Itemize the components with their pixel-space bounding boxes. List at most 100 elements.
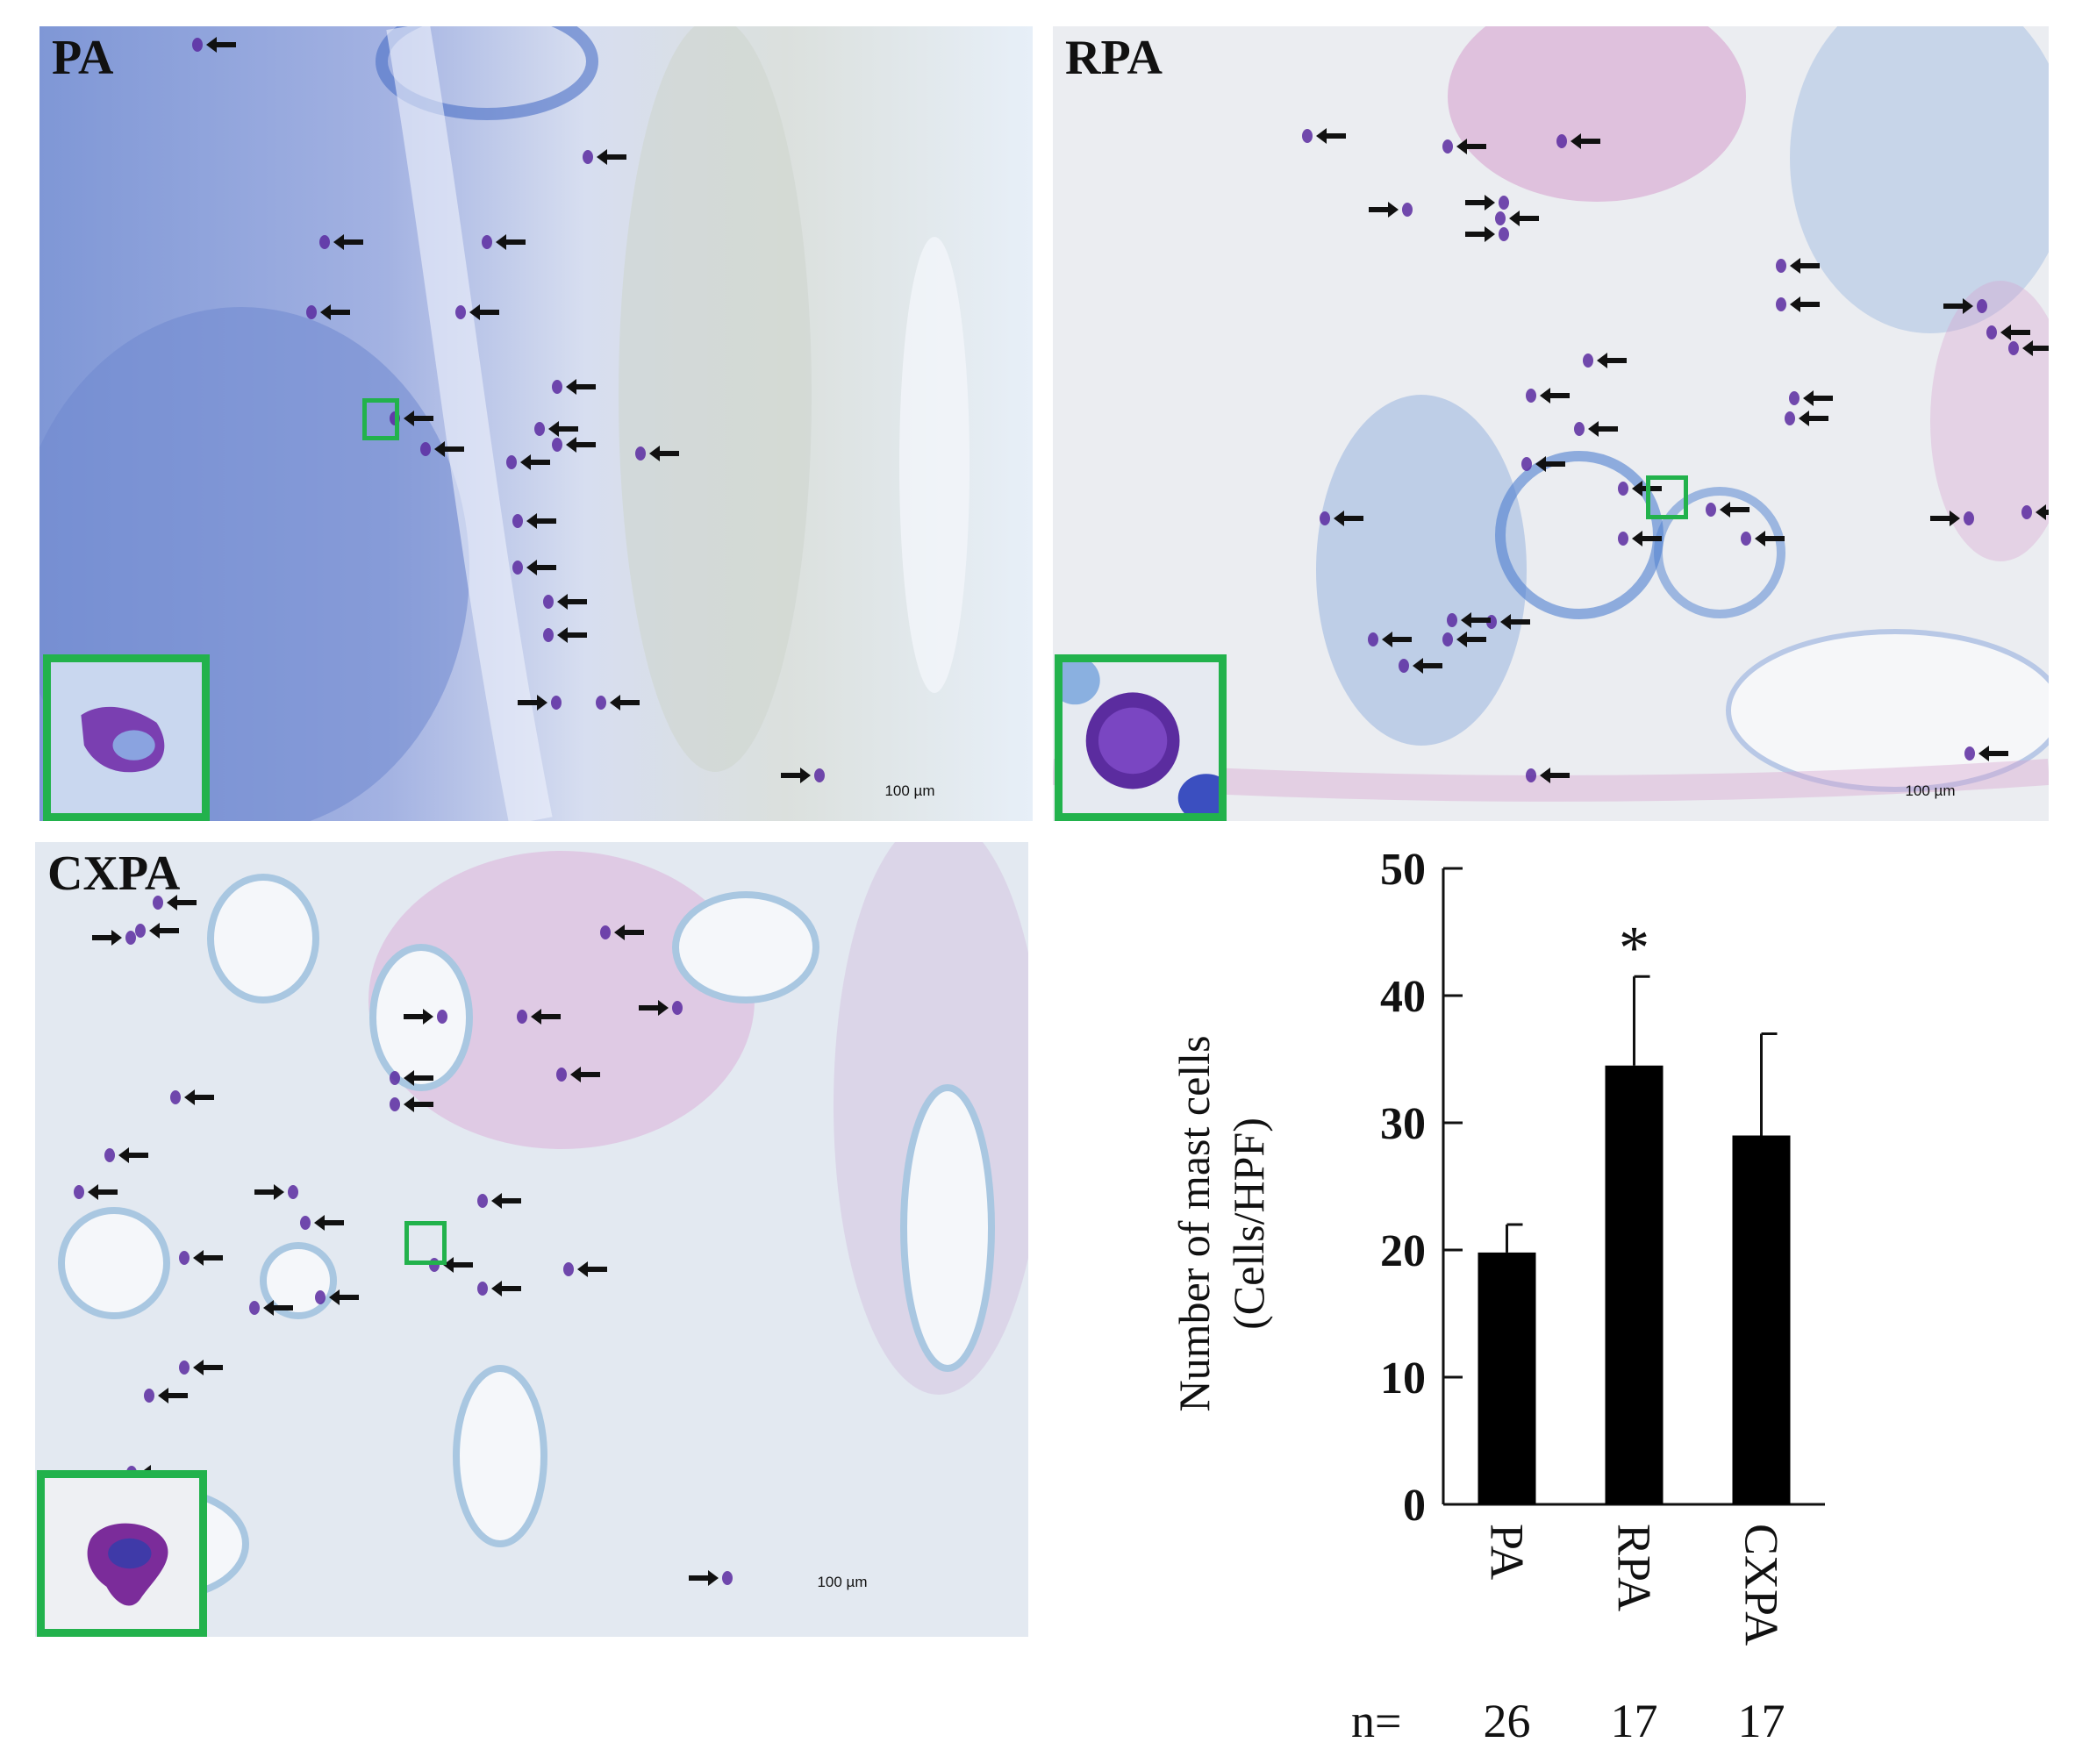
panel-label-pa: PA bbox=[52, 31, 114, 85]
mast-cell-arrow-icon bbox=[88, 1184, 118, 1200]
stained-mast-cell bbox=[1964, 511, 1974, 525]
stained-mast-cell bbox=[315, 1290, 326, 1304]
mast-cell-arrow-icon bbox=[2000, 325, 2030, 340]
stained-mast-cell bbox=[563, 1262, 574, 1276]
mast-cell-arrow-icon bbox=[1465, 195, 1495, 211]
scale-bar-cxpa: 100 µm bbox=[755, 1563, 930, 1598]
stained-mast-cell bbox=[2021, 505, 2032, 519]
mast-cell-arrow-icon bbox=[1588, 421, 1618, 437]
y-tick-label: 20 bbox=[1380, 1226, 1426, 1276]
stained-mast-cell bbox=[1521, 457, 1532, 471]
micrograph-panel-rpa: RPA 100 µm bbox=[1053, 26, 2049, 821]
mast-cell-arrow-icon bbox=[1316, 128, 1346, 144]
y-axis-label-line2: (Cells/HPF) bbox=[1224, 1118, 1273, 1330]
mast-cell-arrow-icon bbox=[526, 560, 556, 575]
stained-mast-cell bbox=[543, 628, 554, 642]
mast-cell-arrow-icon bbox=[1413, 658, 1442, 674]
stained-mast-cell bbox=[125, 931, 136, 945]
stained-mast-cell bbox=[814, 768, 825, 782]
micrograph-panel-pa: PA 100 µm bbox=[39, 26, 1033, 821]
stained-mast-cell bbox=[1618, 482, 1628, 496]
inset-rpa-cell-image bbox=[1063, 662, 1219, 813]
mast-cell-arrow-icon bbox=[158, 1388, 188, 1403]
stained-mast-cell bbox=[1447, 613, 1457, 627]
mast-cell-arrow-icon bbox=[1540, 388, 1570, 404]
stained-mast-cell bbox=[104, 1148, 115, 1162]
mast-cell-arrow-icon bbox=[1755, 531, 1785, 546]
y-tick-label: 10 bbox=[1380, 1353, 1426, 1403]
mast-cell-arrow-icon bbox=[2022, 340, 2049, 356]
stained-mast-cell bbox=[1583, 354, 1593, 368]
stained-mast-cell bbox=[1402, 203, 1413, 217]
mast-cell-arrow-icon bbox=[404, 1070, 433, 1086]
n-value: 26 bbox=[1484, 1695, 1531, 1747]
mast-cell-arrow-icon bbox=[496, 234, 526, 250]
mast-cell-arrow-icon bbox=[1540, 768, 1570, 783]
mast-cell-arrow-icon bbox=[557, 594, 587, 610]
mast-cell-arrow-icon bbox=[1369, 202, 1399, 218]
micrograph-panel-cxpa: CXPA 100 µm bbox=[35, 842, 1028, 1637]
mast-cell-arrow-icon bbox=[1597, 353, 1627, 368]
stained-mast-cell bbox=[583, 150, 593, 164]
mast-cell-arrow-icon bbox=[1334, 511, 1363, 526]
stained-mast-cell bbox=[249, 1301, 260, 1315]
stained-mast-cell bbox=[179, 1360, 190, 1375]
mast-cell-arrow-icon bbox=[118, 1147, 148, 1163]
y-tick-label: 40 bbox=[1380, 972, 1426, 1022]
panel-label-cxpa: CXPA bbox=[47, 846, 181, 901]
stained-mast-cell bbox=[1526, 768, 1536, 782]
stained-mast-cell bbox=[319, 235, 330, 249]
mast-cell-arrow-icon bbox=[1535, 456, 1565, 472]
x-category-label: RPA bbox=[1608, 1524, 1661, 1611]
inset-rpa bbox=[1055, 654, 1227, 821]
x-category-label: CXPA bbox=[1735, 1524, 1788, 1646]
mast-cell-arrow-icon bbox=[254, 1184, 284, 1200]
stained-mast-cell bbox=[600, 925, 611, 939]
stained-mast-cell bbox=[192, 38, 203, 52]
stained-mast-cell bbox=[543, 595, 554, 609]
mast-cell-arrow-icon bbox=[1500, 614, 1530, 630]
stained-mast-cell bbox=[512, 514, 523, 528]
mast-cell-arrow-icon bbox=[184, 1089, 214, 1105]
stained-mast-cell bbox=[1776, 259, 1786, 273]
stained-mast-cell bbox=[1442, 139, 1453, 154]
stained-mast-cell bbox=[1499, 196, 1509, 210]
stained-mast-cell bbox=[1399, 659, 1409, 673]
stained-mast-cell bbox=[1741, 532, 1751, 546]
stained-mast-cell bbox=[1368, 632, 1378, 646]
x-category-label: PA bbox=[1481, 1524, 1534, 1580]
mast-cell-arrow-icon bbox=[314, 1215, 344, 1231]
y-tick-label: 50 bbox=[1380, 845, 1426, 895]
stained-mast-cell bbox=[179, 1251, 190, 1265]
mast-cell-arrow-icon bbox=[263, 1300, 293, 1316]
stained-mast-cell bbox=[596, 696, 606, 710]
stained-mast-cell bbox=[556, 1068, 567, 1082]
mast-cell-arrow-icon bbox=[557, 627, 587, 643]
stained-mast-cell bbox=[74, 1185, 84, 1199]
stained-mast-cell bbox=[2008, 341, 2019, 355]
mast-cell-arrow-icon bbox=[329, 1289, 359, 1305]
mast-cell-arrow-icon bbox=[1509, 211, 1539, 226]
mast-cell-arrow-icon bbox=[1803, 390, 1833, 406]
y-tick-label: 0 bbox=[1403, 1481, 1426, 1531]
stained-mast-cell bbox=[477, 1282, 488, 1296]
stained-mast-cell bbox=[552, 438, 562, 452]
chart-bars: PA 26 * RPA 17 CXPA 17 bbox=[1478, 914, 1791, 1747]
mast-cell-arrow-icon bbox=[404, 1096, 433, 1112]
stained-mast-cell bbox=[534, 422, 545, 436]
stained-mast-cell bbox=[390, 1071, 400, 1085]
mast-cell-arrow-icon bbox=[1799, 411, 1828, 426]
mast-cell-arrow-icon bbox=[1790, 258, 1820, 274]
y-axis-label-line1: Number of mast cells bbox=[1176, 1035, 1219, 1411]
stained-mast-cell bbox=[1964, 746, 1975, 761]
bar-rpa bbox=[1605, 1065, 1664, 1504]
mast-cell-arrow-icon bbox=[491, 1193, 521, 1209]
mast-cell-bar-chart: 0 10 20 30 40 50 PA 26 * RPA 17 CXPA 17 Number of m… bbox=[1176, 845, 1825, 1747]
mast-cell-arrow-icon bbox=[1720, 502, 1749, 518]
highlight-box-rpa bbox=[1646, 475, 1688, 519]
inset-pa bbox=[43, 654, 210, 821]
stained-mast-cell bbox=[482, 235, 492, 249]
stained-mast-cell bbox=[300, 1216, 311, 1230]
mast-cell-arrow-icon bbox=[1461, 612, 1491, 628]
mast-cell-arrow-icon bbox=[781, 768, 811, 783]
